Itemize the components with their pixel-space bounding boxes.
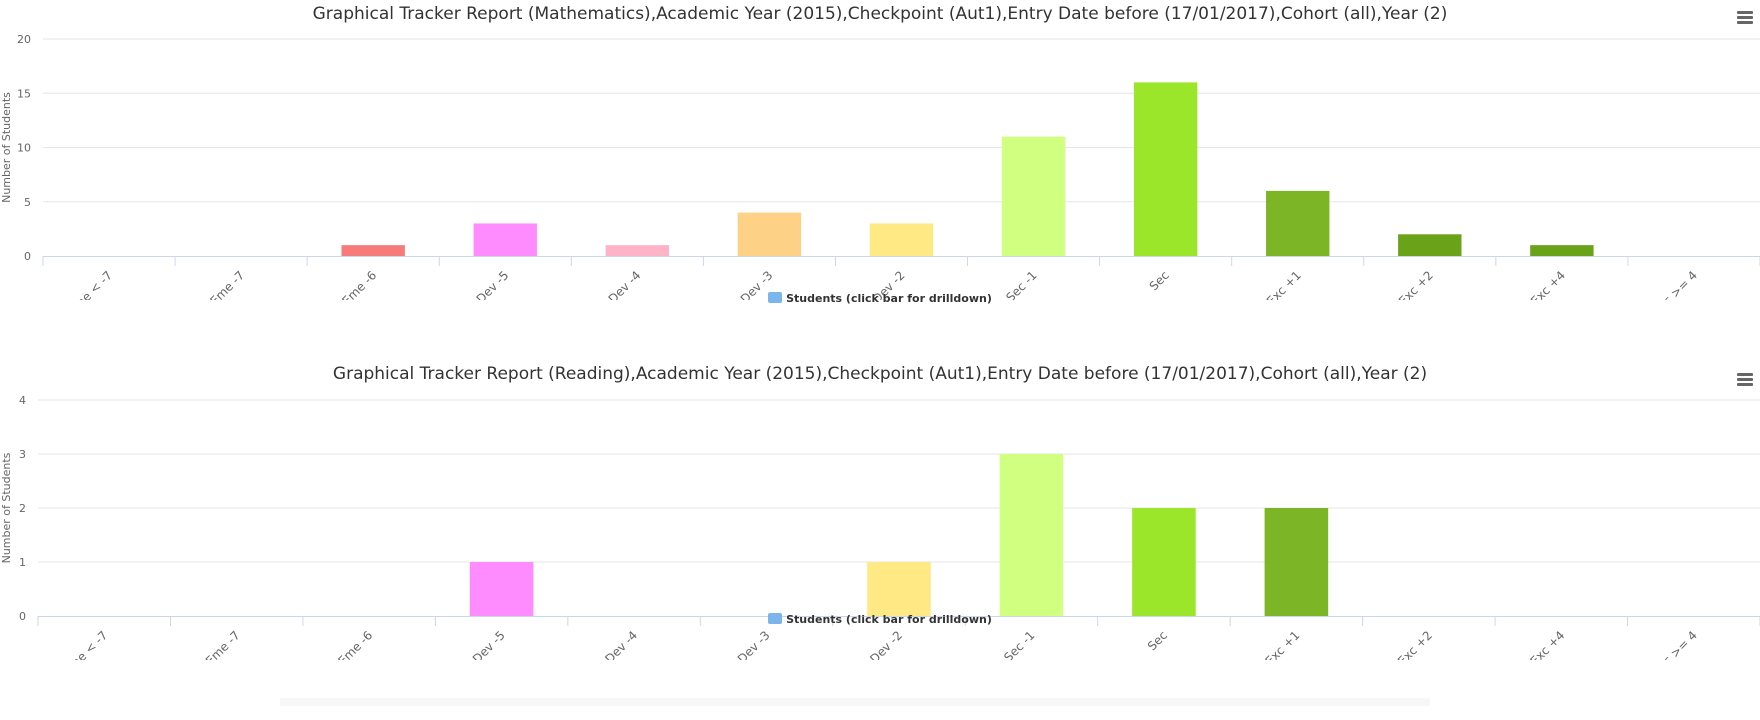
y-tick-label: 3 [19, 448, 26, 461]
chart-title: Graphical Tracker Report (Mathematics),A… [312, 4, 1448, 24]
x-tick-label: Sec [1145, 628, 1170, 653]
legend-item[interactable]: Students (click bar for drilldown) [0, 613, 1760, 626]
legend-label: Students (click bar for drilldown) [786, 613, 992, 626]
chart-menu-icon[interactable] [1734, 8, 1756, 26]
x-tick-label: Dev -5 [470, 628, 508, 660]
footer-bar [280, 698, 1430, 706]
x-tick-label: Dev -4 [602, 628, 640, 660]
bar[interactable] [1264, 508, 1329, 616]
chart-mathematics: Graphical Tracker Report (Mathematics),A… [0, 4, 1760, 305]
chart-menu-icon[interactable] [1734, 370, 1756, 388]
bar[interactable] [469, 562, 534, 616]
x-tick-label: Sec [1147, 268, 1172, 293]
y-tick-label: 10 [17, 142, 31, 155]
x-tick-label: Dev -3 [735, 628, 773, 660]
legend-swatch [768, 613, 783, 624]
x-tick-label: Exc +4 [1527, 628, 1567, 660]
bar[interactable] [341, 245, 405, 256]
y-tick-label: 2 [19, 502, 26, 515]
x-tick-label: Sec -1 [1001, 628, 1037, 660]
x-tick-label: Eme -7 [203, 628, 243, 660]
y-tick-label: 0 [24, 250, 31, 263]
x-tick-label: Exc >= 4 [1650, 628, 1700, 660]
bar[interactable] [869, 223, 934, 256]
legend-label: Students (click bar for drilldown) [786, 292, 992, 305]
bar[interactable] [1266, 190, 1330, 256]
y-axis-title: Number of Students [0, 92, 13, 203]
x-tick-label: Dev -2 [867, 628, 905, 660]
y-tick-label: 15 [17, 87, 31, 100]
bar[interactable] [867, 562, 931, 616]
y-tick-label: 0 [19, 610, 26, 623]
bar[interactable] [1001, 136, 1066, 256]
x-tick-label: Eme < -7 [61, 628, 111, 660]
bar[interactable] [737, 212, 802, 256]
x-tick-label: Exc +2 [1395, 628, 1435, 660]
bar[interactable] [1398, 234, 1462, 256]
legend-swatch [768, 292, 783, 303]
y-axis-title: Number of Students [0, 452, 13, 563]
chart-title: Graphical Tracker Report (Reading),Acade… [332, 364, 1428, 384]
bar[interactable] [1133, 82, 1198, 257]
x-tick-label: Eme -6 [335, 628, 375, 660]
bar[interactable] [1530, 245, 1594, 256]
x-tick-label: Exc +1 [1262, 628, 1302, 660]
bar[interactable] [1132, 508, 1196, 616]
y-tick-label: 1 [19, 556, 26, 569]
bar[interactable] [999, 454, 1064, 616]
y-tick-label: 5 [24, 196, 31, 209]
y-tick-label: 20 [17, 33, 31, 46]
y-tick-label: 4 [19, 394, 26, 407]
bar[interactable] [605, 245, 670, 256]
plot-area: 0 1 2 3 4 Number of Students Eme < -7 Eme -7 Eme… [0, 394, 1760, 660]
chart-reading: Graphical Tracker Report (Reading),Acade… [0, 360, 1760, 720]
bar[interactable] [473, 223, 537, 256]
legend-item[interactable]: Students (click bar for drilldown) [0, 292, 1760, 305]
